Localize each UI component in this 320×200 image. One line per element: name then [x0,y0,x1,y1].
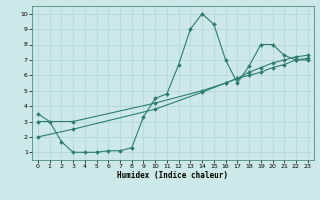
X-axis label: Humidex (Indice chaleur): Humidex (Indice chaleur) [117,171,228,180]
